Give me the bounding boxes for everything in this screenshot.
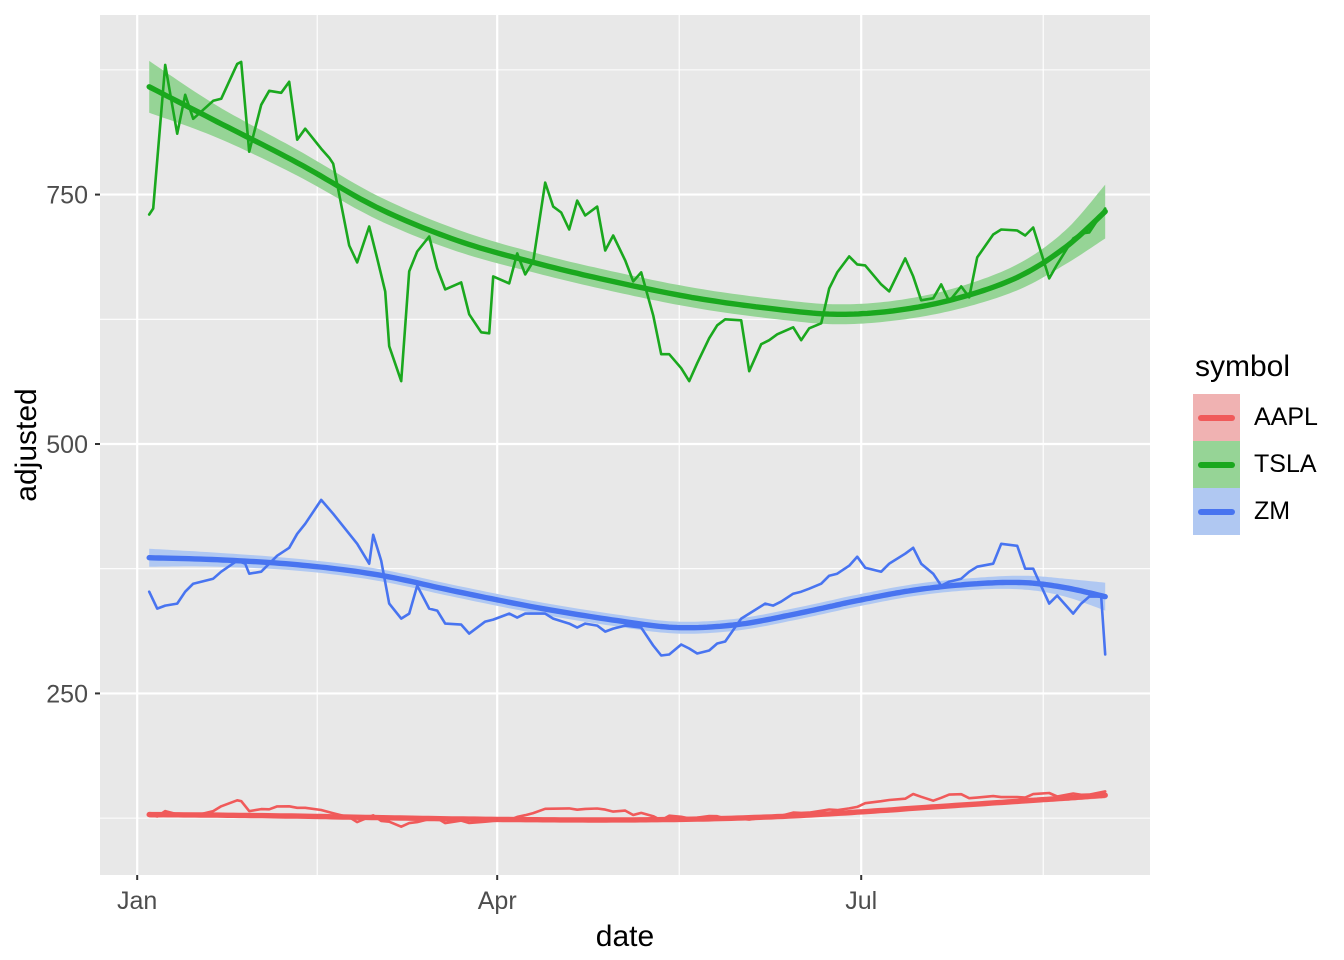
aapl-price-line — [147, 790, 1107, 829]
x-tick-label: Jan — [117, 887, 157, 915]
y-tick-label: 500 — [46, 431, 88, 459]
legend-label-aapl: AAPL — [1254, 403, 1318, 431]
x-tick-label: Apr — [478, 887, 517, 915]
zm-line-sample-icon — [1198, 508, 1235, 515]
y-axis-title: adjusted — [10, 388, 43, 502]
legend-key-tsla-swatch — [1193, 441, 1240, 488]
legend: symbol AAPL TSLA ZM — [1193, 352, 1318, 535]
tsla-line-sample-icon — [1198, 461, 1235, 468]
gridlines — [100, 15, 1150, 875]
x-tick-label: Jul — [845, 887, 877, 915]
zm-smooth-line — [146, 555, 1108, 631]
tsla-smooth-line — [146, 84, 1108, 317]
aapl-line-sample-icon — [1198, 414, 1235, 421]
legend-title: symbol — [1195, 350, 1291, 383]
tsla-price-line — [147, 60, 1107, 383]
x-axis-title: date — [595, 920, 655, 953]
legend-key-zm-swatch — [1193, 488, 1240, 535]
legend-key-aapl-swatch — [1193, 394, 1240, 441]
tsla-confidence-ribbon — [149, 60, 1106, 325]
y-tick-label: 750 — [46, 182, 88, 210]
legend-item-zm: ZM — [1193, 488, 1318, 535]
data-layers — [146, 60, 1108, 829]
axes: 250 500 750 Jan Apr Jul — [46, 182, 877, 915]
aapl-smooth-line — [146, 792, 1108, 823]
legend-label-tsla: TSLA — [1254, 450, 1317, 478]
legend-label-zm: ZM — [1254, 497, 1291, 525]
legend-item-tsla: TSLA — [1193, 441, 1318, 488]
legend-item-aapl: AAPL — [1193, 394, 1318, 441]
y-tick-label: 250 — [46, 680, 88, 708]
